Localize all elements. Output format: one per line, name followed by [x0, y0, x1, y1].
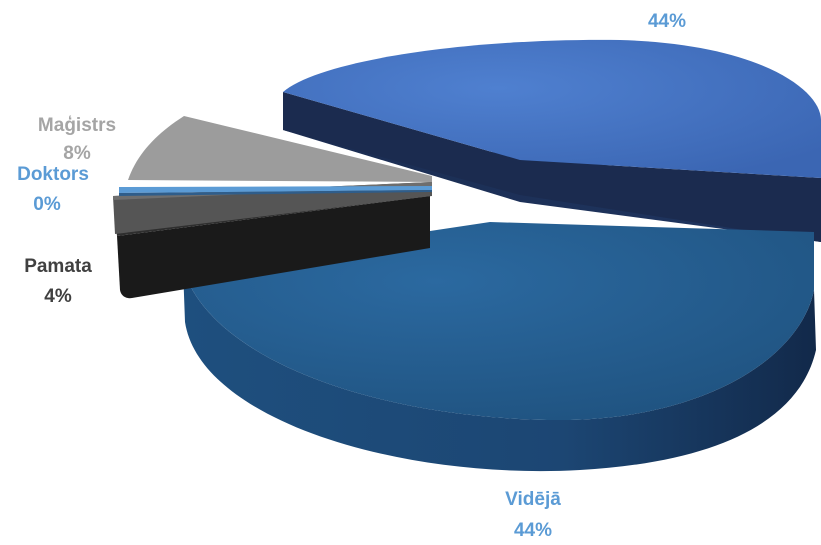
pie-slice-1-side — [183, 268, 816, 472]
slice-2-value-label: 4% — [44, 286, 72, 307]
slice-4-value-label: 8% — [63, 143, 91, 164]
slice-4-name-label: Maģistrs — [38, 115, 116, 136]
slice-1-value-label: 44% — [514, 520, 552, 541]
slice-3-value-label: 0% — [33, 194, 61, 215]
slice-2-name-label: Pamata — [24, 256, 92, 277]
slice-3-name-label: Doktors — [17, 164, 89, 185]
pie-slice-0 — [283, 39, 821, 242]
pie-slice-3-edge — [119, 190, 432, 196]
slice-0-value-label: 44% — [648, 11, 686, 32]
pie-slice-0-side-front — [283, 92, 821, 242]
slice-1-name-label: Vidējā — [505, 489, 561, 510]
pie-slice-3-top — [119, 186, 432, 193]
pie-slice-4-top — [128, 116, 432, 182]
pie-slice-2-side — [117, 196, 430, 299]
pie-slice-1-top — [183, 222, 814, 420]
pie-slice-3 — [119, 186, 432, 196]
pie-slice-1 — [183, 222, 816, 472]
pie-slice-0-top — [283, 39, 821, 179]
